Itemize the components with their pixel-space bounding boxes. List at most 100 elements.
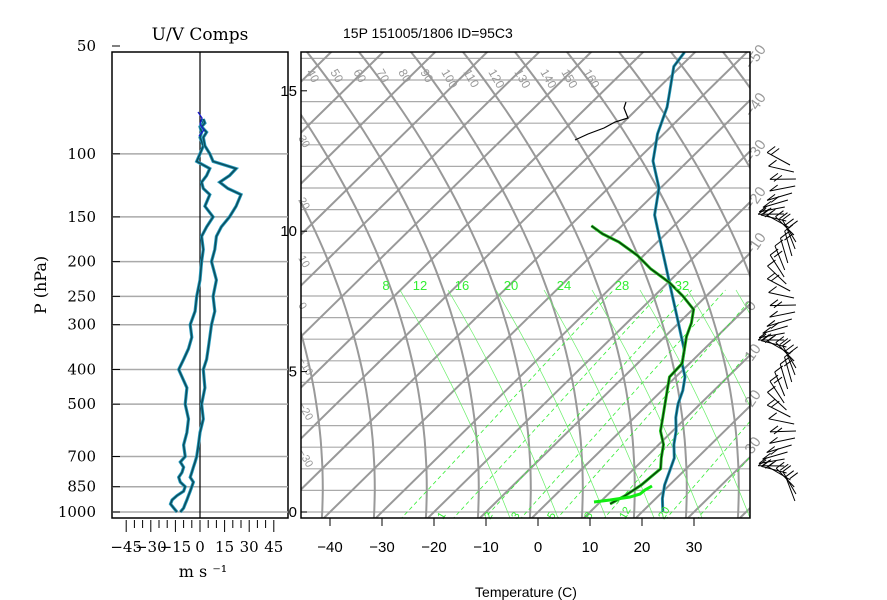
- wind-barb-flag: [784, 233, 793, 241]
- dry-adiabat-label: 40: [303, 67, 322, 86]
- pressure-tick-label: 850: [67, 478, 96, 496]
- wind-barb-staff: [768, 165, 794, 173]
- wind-barb-staff: [766, 278, 791, 292]
- isotherm-line: [322, 98, 750, 518]
- wind-barb-flag: [761, 459, 770, 467]
- wind-barb-flag: [769, 374, 779, 382]
- mixing-ratio-top-label: 28: [615, 278, 629, 293]
- mixing-ratio-top-label: 20: [504, 278, 518, 293]
- dry-adiabat-line: [565, 52, 740, 518]
- wind-barb-flag: [770, 322, 780, 329]
- wind-barb-staff: [784, 356, 793, 383]
- mixing-ratio-bottom-label: 2: [482, 510, 495, 521]
- uv-top-trace: [197, 111, 205, 137]
- wind-barb-flag: [766, 320, 776, 327]
- pressure-tick-label: 100: [67, 145, 96, 163]
- wind-barb-flag: [785, 218, 794, 226]
- temperature-tick-label: 10: [582, 539, 599, 556]
- isotherm-line: [301, 52, 593, 338]
- wind-barb-staff: [766, 192, 793, 201]
- speed-tick-label: −15: [160, 538, 192, 556]
- dry-adiabat-label: 80: [395, 67, 414, 86]
- dry-adiabat-label: 130: [511, 67, 533, 92]
- wind-barb-flag: [758, 457, 768, 464]
- wind-barb-staff: [767, 391, 787, 411]
- height-tick-label: 0: [289, 504, 297, 521]
- pressure-tick-label: 300: [67, 316, 96, 334]
- wind-barb-flag: [784, 224, 793, 232]
- isotherm-line: [301, 52, 749, 491]
- left-edge-label: 0: [295, 301, 308, 312]
- isotherm-label: −30: [741, 137, 770, 168]
- wind-barb-flag: [773, 301, 783, 309]
- wind-barb-flag: [768, 412, 777, 420]
- wind-barb-staff: [769, 437, 796, 444]
- wind-barb-staff: [775, 467, 795, 488]
- pressure-tick-label: 150: [67, 208, 96, 226]
- moist-adiabat-line: [687, 289, 750, 408]
- wind-barb-staff: [775, 216, 795, 236]
- pressure-tick-label: 700: [67, 448, 96, 466]
- uv-minor-ticks: [125, 520, 275, 532]
- wind-barb-flag: [758, 205, 768, 213]
- dry-adiabat-label: 70: [373, 67, 392, 86]
- dry-adiabat-label: 60: [350, 67, 369, 86]
- mixing-ratio-bottom-label: 20: [656, 505, 673, 522]
- wind-barb-flag: [779, 357, 789, 365]
- speed-tick-label: −30: [135, 538, 167, 556]
- speed-tick-label: 0: [195, 538, 205, 556]
- left-edge-label: 10: [295, 254, 312, 271]
- dry-adiabat-line: [301, 113, 428, 518]
- wind-barb-staff: [767, 404, 791, 418]
- left-edge-label: 20: [295, 196, 312, 213]
- mixing-ratio-top-label: 16: [455, 278, 469, 293]
- dry-adiabat-line: [869, 40, 887, 520]
- uv-series-line: [179, 118, 243, 513]
- wind-barb-flag: [769, 184, 778, 192]
- height-tick-labels: 0 5 10 15: [280, 83, 307, 521]
- skewt-title: 15P 151005/1806 ID=95C3: [343, 25, 513, 41]
- wind-barb-staff: [782, 471, 797, 495]
- pressure-tick-label: 400: [67, 360, 96, 378]
- wind-barb-flag: [757, 459, 767, 467]
- skewt-plot-frame: [300, 51, 751, 519]
- wind-barb-flag: [774, 365, 784, 373]
- temperature-tick-label: −10: [473, 539, 498, 556]
- wind-barb-flag: [768, 159, 777, 167]
- temperature-tick-label: −20: [421, 539, 446, 556]
- mixing-ratio-line: [484, 289, 692, 518]
- wind-barb-flag: [766, 146, 776, 153]
- wind-barb-staff: [781, 219, 797, 243]
- uv-panel-title: U/V Comps: [152, 25, 249, 45]
- wind-barb-flag: [770, 195, 780, 203]
- left-edge-label: 30: [295, 134, 312, 151]
- wind-barb-staff: [766, 152, 791, 166]
- mixing-ratio-line: [520, 289, 726, 518]
- uv-pressure-tick-labels: 50 100 150 200 250 300 400 500 700 850 1000: [58, 37, 96, 521]
- wind-barb-flag: [770, 148, 780, 155]
- wind-barb-staff: [779, 363, 789, 390]
- wind-barb-flag: [769, 425, 779, 433]
- dry-adiabat-label: 160: [580, 67, 602, 92]
- wind-barb-flag: [780, 231, 789, 239]
- mixing-ratio-line: [666, 420, 750, 518]
- mixing-ratio-top-label: 24: [557, 278, 571, 293]
- wind-barb-staff: [769, 311, 796, 318]
- left-edge-label: −30: [295, 448, 315, 470]
- dry-adiabat-line: [305, 52, 480, 518]
- wind-barb-flag: [766, 193, 776, 201]
- dry-adiabat-line: [617, 52, 750, 279]
- parcel-trace: [593, 484, 653, 504]
- isotherm-label: 20: [741, 387, 764, 410]
- pressure-tick-label: 50: [77, 37, 96, 55]
- isotherm-label: −10: [741, 230, 770, 261]
- wind-barb-staff: [775, 342, 795, 362]
- wind-barb-flag: [770, 400, 780, 408]
- isotherm-line: [374, 149, 750, 518]
- isotherm-label: 10: [741, 341, 764, 364]
- wind-barb-flag: [768, 286, 777, 293]
- wind-barb-flag: [769, 248, 779, 256]
- isotherm-line: [301, 52, 437, 185]
